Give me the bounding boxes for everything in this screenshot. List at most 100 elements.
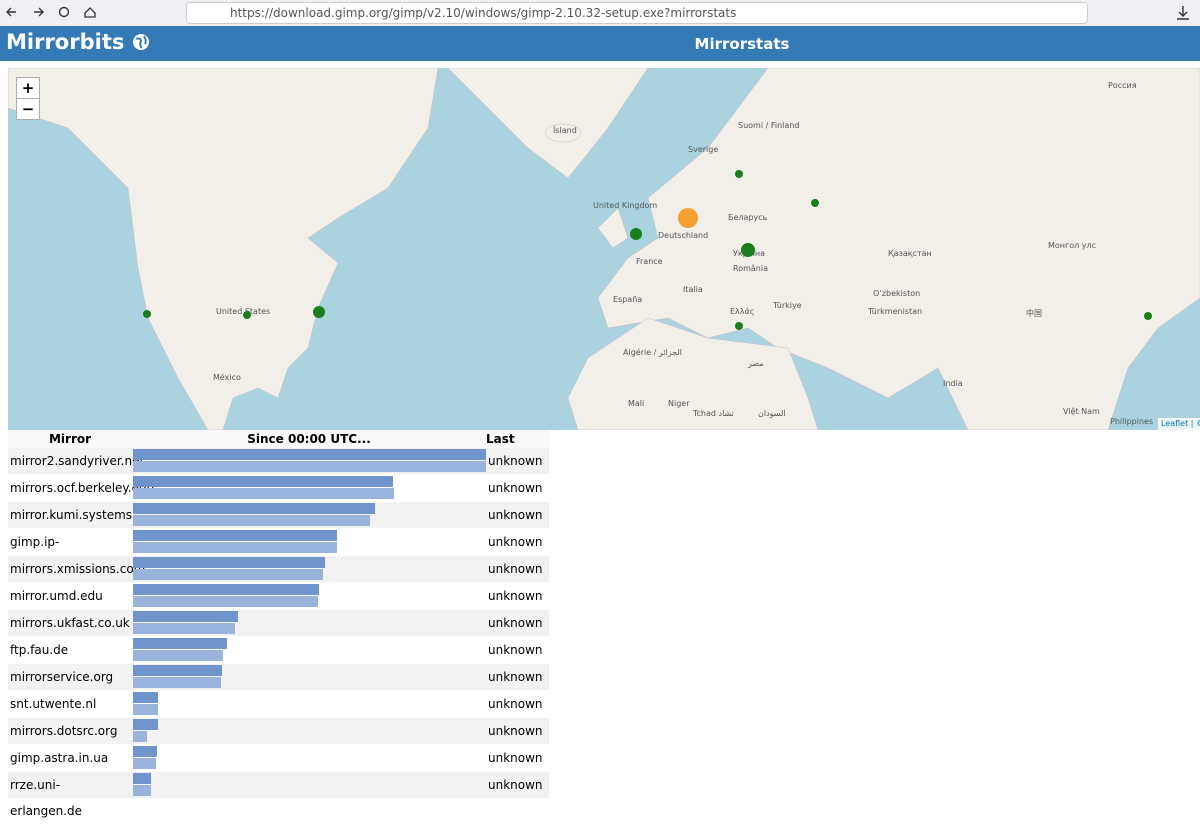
- traffic-bar: [133, 677, 221, 688]
- mirror-name: snt.utwente.nl: [10, 697, 97, 711]
- brand-text: Mirrorbits: [6, 30, 125, 54]
- traffic-bar: [133, 704, 159, 715]
- row-bg: [8, 718, 549, 744]
- map-label: 中国: [1026, 308, 1042, 318]
- map-label: España: [613, 295, 642, 304]
- map-label: Niger: [668, 399, 690, 408]
- traffic-bar: [133, 650, 223, 661]
- traffic-bar: [133, 449, 486, 460]
- map-label: Italia: [683, 285, 703, 294]
- row-bg: [8, 637, 549, 663]
- traffic-bar: [133, 530, 338, 541]
- traffic-bar: [133, 665, 222, 676]
- traffic-bar: [133, 596, 318, 607]
- traffic-bar: [133, 557, 326, 568]
- mirror-name: mirror2.sandyriver.net: [10, 454, 145, 468]
- last-update: unknown: [488, 454, 543, 468]
- globe-icon: [132, 34, 149, 50]
- map-label: România: [733, 264, 768, 273]
- mirror-name: gimp.astra.in.ua: [10, 751, 109, 765]
- mirror-name: mirrors.xmissions.com: [10, 562, 146, 576]
- map-label: Sverige: [688, 145, 718, 154]
- traffic-bar: [133, 476, 394, 487]
- map-label: Ελλάς: [730, 307, 755, 316]
- map-label: India: [943, 379, 963, 388]
- traffic-bar: [133, 623, 236, 634]
- last-update: unknown: [488, 778, 543, 792]
- mirror-name: ftp.fau.de: [10, 643, 69, 657]
- traffic-bar: [133, 773, 151, 784]
- last-update: unknown: [488, 508, 543, 522]
- row-bg: [8, 610, 549, 636]
- last-update: unknown: [488, 724, 543, 738]
- traffic-bar: [133, 758, 156, 769]
- mirror-name: mirror.kumi.systems: [10, 508, 133, 522]
- traffic-bar: [133, 503, 376, 514]
- map-label: Suomi / Finland: [738, 121, 799, 130]
- map-label: United States: [216, 307, 270, 316]
- row-bg: [8, 664, 549, 690]
- url-text: https://download.gimp.org/gimp/v2.10/win…: [230, 6, 737, 20]
- map-label: Oʻzbekiston: [873, 289, 920, 298]
- column-header: Last update: [486, 430, 549, 464]
- map-label: السودان: [758, 409, 786, 418]
- brand[interactable]: Mirrorbits: [6, 30, 150, 54]
- app-header: Mirrorbits Mirrorstats: [0, 26, 1200, 61]
- last-update: unknown: [488, 589, 543, 603]
- browser-toolbar: https://download.gimp.org/gimp/v2.10/win…: [0, 0, 1200, 26]
- attribution[interactable]: Leaflet | © O: [1161, 419, 1200, 428]
- mirror-name: mirrors.ukfast.co.uk: [10, 616, 130, 630]
- traffic-bar: [133, 719, 159, 730]
- traffic-bar: [133, 461, 486, 472]
- map-label: Ísland: [553, 124, 577, 135]
- map-label: France: [636, 257, 663, 266]
- last-update: unknown: [488, 616, 543, 630]
- zoom-in[interactable]: +: [16, 77, 40, 99]
- traffic-bar: [133, 488, 394, 499]
- map-label: Mali: [628, 399, 644, 408]
- map-label: Россия: [1108, 81, 1137, 90]
- mirror-markers: [143, 170, 1152, 330]
- mirror-name: mirrors.dotsrc.org: [10, 724, 118, 738]
- column-header: Since 00:00 UTC...: [132, 430, 486, 448]
- traffic-bar: [133, 515, 370, 526]
- traffic-bar: [133, 638, 227, 649]
- map-label: Қазақстан: [888, 249, 932, 258]
- zoom-out[interactable]: −: [16, 98, 40, 120]
- map-label: Türkiye: [772, 301, 802, 310]
- map[interactable]: Россия Ísland Suomi / Finland Sverige United…: [8, 68, 1200, 430]
- column-header: Mirror: [8, 430, 132, 448]
- nav-buttons: [6, 6, 96, 18]
- address-bar[interactable]: https://download.gimp.org/gimp/v2.10/win…: [186, 2, 1088, 24]
- map-label: Algérie / الجزائر: [623, 347, 682, 357]
- mirror-name: mirrors.ocf.berkeley.edu: [10, 481, 155, 495]
- map-label: مصر: [747, 359, 764, 368]
- traffic-bar: [133, 542, 338, 553]
- last-update: unknown: [488, 562, 543, 576]
- map-label: Tchad تشاد: [692, 409, 734, 418]
- traffic-bar: [133, 746, 157, 757]
- page-title: Mirrorstats: [694, 35, 790, 53]
- last-update: unknown: [488, 751, 543, 765]
- traffic-bar: [133, 611, 238, 622]
- traffic-bar: [133, 692, 159, 703]
- traffic-bar: [133, 584, 320, 595]
- mirror-name: rrze.uni-erlangen.de: [10, 778, 83, 818]
- download-icon[interactable]: [1174, 4, 1192, 22]
- map-label: Türkmenistan: [867, 307, 922, 316]
- row-bg: [8, 745, 549, 771]
- traffic-bar: [133, 731, 148, 742]
- map-label: Беларусь: [728, 213, 768, 222]
- mirror-name: mirror.umd.edu: [10, 589, 103, 603]
- traffic-bar: [133, 569, 323, 580]
- last-update: unknown: [488, 535, 543, 549]
- row-bg: [8, 691, 549, 717]
- map-label: México: [213, 372, 241, 382]
- traffic-bar: [133, 785, 151, 796]
- last-update: unknown: [488, 697, 543, 711]
- map-label: United Kingdom: [593, 201, 657, 210]
- map-label: Deutschland: [658, 231, 708, 240]
- map-label: Монгол улс: [1048, 241, 1096, 250]
- mirror-name: gimp.ip-connect.info: [10, 535, 84, 575]
